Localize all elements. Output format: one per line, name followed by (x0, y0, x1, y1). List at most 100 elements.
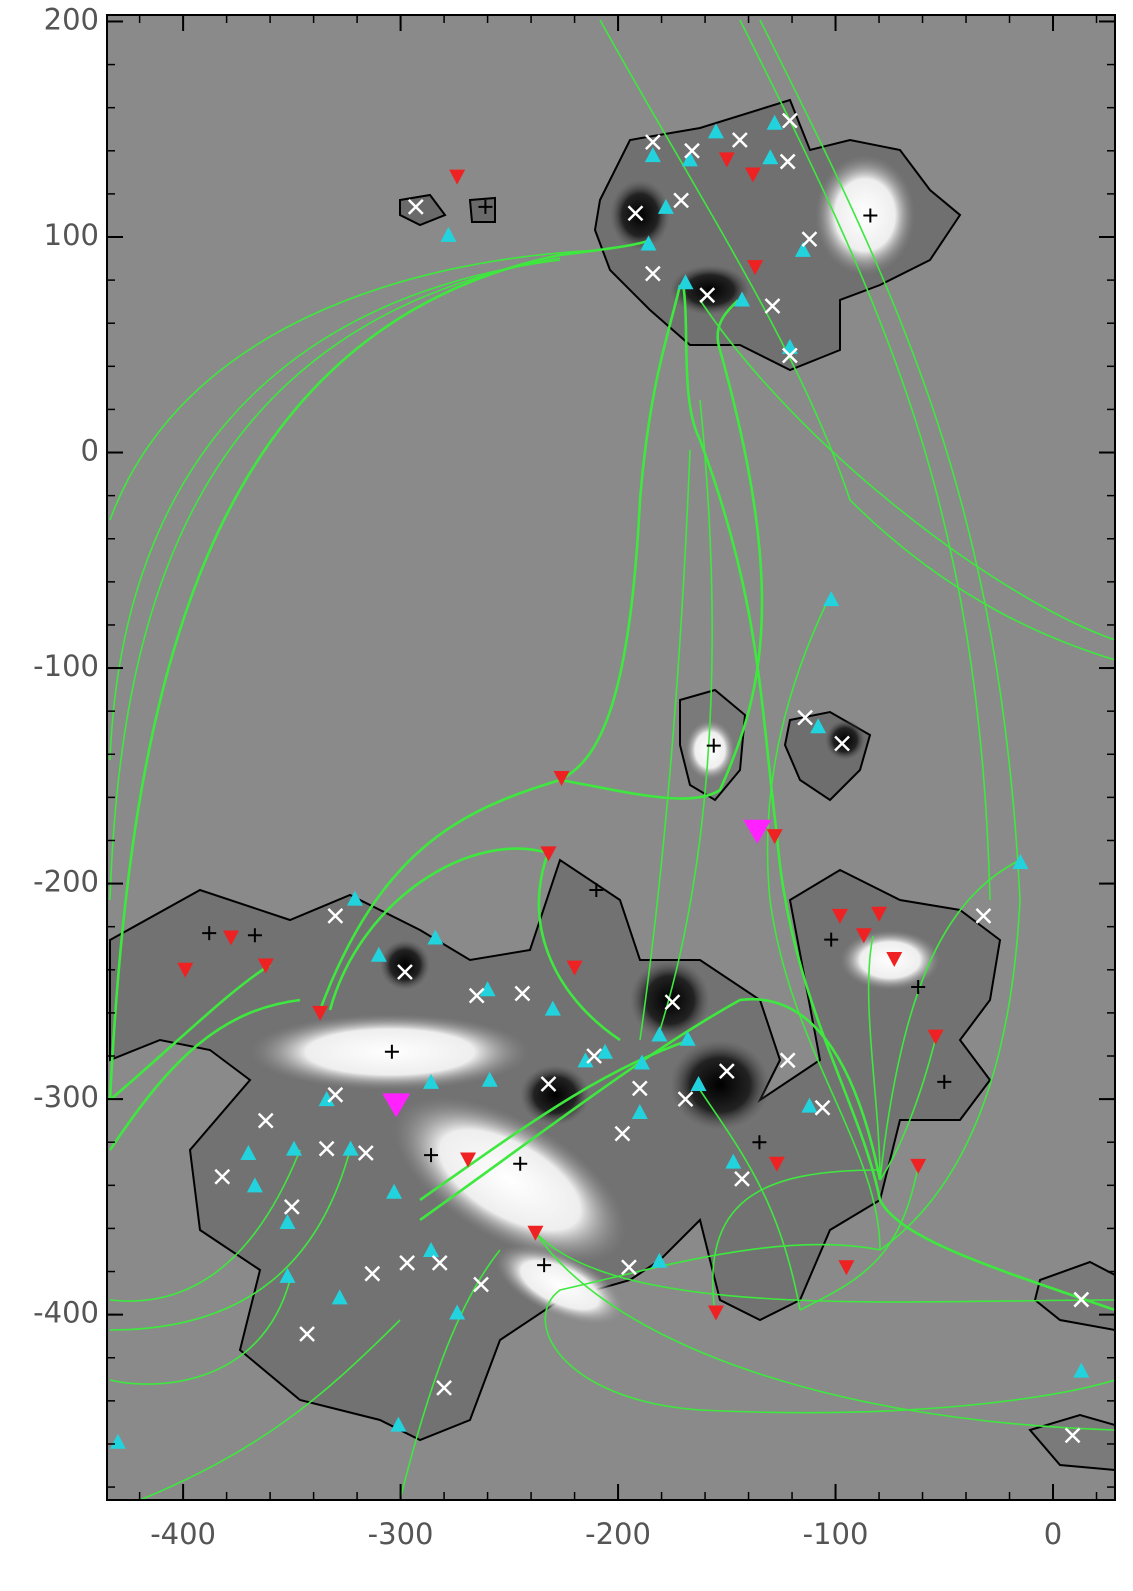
marker (707, 123, 724, 139)
marker (1064, 1427, 1081, 1444)
marker (327, 908, 344, 924)
x-tick-label: -200 (585, 1517, 651, 1551)
marker (640, 235, 657, 251)
marker (764, 298, 781, 314)
marker (768, 1156, 785, 1172)
marker (370, 946, 387, 962)
marker (436, 1380, 452, 1396)
marker (481, 1071, 498, 1087)
marker (664, 994, 681, 1011)
marker (863, 208, 878, 223)
x-tick-label: 0 (1044, 1517, 1062, 1551)
marker (734, 1170, 750, 1187)
y-tick-label: -400 (33, 1296, 99, 1330)
marker (824, 932, 839, 947)
marker (801, 231, 818, 248)
marker (460, 1152, 477, 1168)
marker (468, 987, 485, 1004)
marker (627, 205, 644, 222)
marker (975, 908, 992, 924)
marker (725, 1153, 742, 1169)
marker (690, 1076, 707, 1092)
marker (390, 1416, 407, 1432)
marker (222, 930, 239, 946)
marker (911, 980, 926, 995)
marker (651, 1252, 668, 1268)
y-tick-label: -100 (33, 649, 99, 683)
marker (247, 928, 262, 943)
x-tick-label: -100 (803, 1517, 869, 1551)
marker (283, 1198, 300, 1215)
marker (747, 260, 764, 276)
marker (423, 1073, 440, 1089)
markers (109, 112, 1090, 1449)
marker (202, 926, 217, 941)
marker (346, 890, 363, 906)
marker (1012, 854, 1029, 870)
marker (823, 591, 840, 607)
y-tick-label: 0 (81, 434, 99, 468)
marker (214, 1168, 231, 1185)
marker (706, 738, 721, 753)
marker (834, 735, 850, 752)
marker (644, 134, 661, 151)
marker (318, 1140, 335, 1157)
marker (357, 1145, 374, 1161)
marker (718, 152, 735, 168)
marker (779, 1052, 796, 1069)
marker (427, 929, 444, 945)
marker (473, 1276, 489, 1293)
marker (364, 1265, 381, 1282)
marker (177, 962, 194, 978)
marker (886, 952, 903, 968)
marker (743, 819, 772, 844)
marker (540, 846, 557, 862)
marker (681, 151, 698, 167)
marker (631, 1080, 648, 1097)
marker (731, 132, 748, 148)
marker (257, 1112, 274, 1129)
marker (797, 709, 813, 726)
marker (838, 1260, 855, 1276)
marker (449, 1304, 466, 1320)
marker (814, 1099, 831, 1116)
marker (537, 1258, 552, 1273)
marker (449, 169, 466, 185)
marker (397, 964, 413, 980)
marker (927, 1029, 944, 1045)
marker (514, 985, 531, 1002)
marker (699, 287, 716, 304)
marker (424, 1148, 439, 1163)
marker (544, 1000, 561, 1016)
marker (810, 718, 827, 734)
y-tick-label: 100 (44, 218, 99, 252)
marker (644, 147, 661, 163)
marker (527, 1225, 544, 1241)
marker (240, 1144, 257, 1160)
marker (614, 1125, 631, 1142)
marker (781, 347, 798, 364)
marker (553, 770, 570, 786)
marker (577, 1052, 594, 1068)
marker (327, 1086, 344, 1103)
magnetogram (107, 15, 1115, 1500)
marker (440, 226, 457, 242)
marker (651, 1026, 668, 1042)
marker (657, 198, 674, 214)
marker (766, 829, 783, 845)
marker (779, 153, 796, 170)
marker (513, 1156, 528, 1171)
marker (399, 1255, 416, 1271)
marker (831, 908, 848, 924)
marker (752, 1135, 767, 1150)
marker (766, 114, 783, 130)
marker (109, 1433, 126, 1449)
marker (386, 1183, 403, 1199)
marker (342, 1140, 359, 1156)
marker (762, 149, 779, 165)
marker (566, 960, 583, 976)
marker (631, 1104, 648, 1120)
marker (644, 265, 661, 282)
marker (744, 167, 761, 183)
marker (382, 1093, 411, 1118)
